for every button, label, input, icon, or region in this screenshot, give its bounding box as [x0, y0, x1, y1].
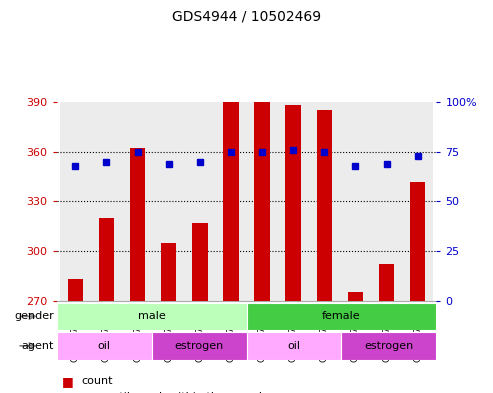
Bar: [152, 332, 246, 360]
Bar: [215, 102, 246, 301]
Text: count: count: [81, 376, 113, 386]
Bar: [348, 292, 363, 301]
Bar: [153, 102, 184, 301]
Text: estrogen: estrogen: [175, 341, 224, 351]
Bar: [402, 102, 433, 301]
Text: oil: oil: [287, 341, 300, 351]
Bar: [99, 218, 114, 301]
Bar: [317, 110, 332, 301]
Bar: [161, 243, 176, 301]
Bar: [57, 303, 246, 330]
Bar: [68, 279, 83, 301]
Bar: [246, 332, 341, 360]
Bar: [278, 102, 309, 301]
Bar: [130, 149, 145, 301]
Bar: [91, 102, 122, 301]
Text: GDS4944 / 10502469: GDS4944 / 10502469: [172, 10, 321, 24]
Text: percentile rank within the sample: percentile rank within the sample: [81, 392, 269, 393]
Text: gender: gender: [14, 311, 54, 321]
Text: ■: ■: [62, 375, 73, 388]
Text: ■: ■: [62, 390, 73, 393]
Bar: [246, 303, 436, 330]
Bar: [57, 332, 152, 360]
Bar: [192, 223, 208, 301]
Bar: [341, 332, 436, 360]
Bar: [60, 102, 91, 301]
Bar: [371, 102, 402, 301]
Text: oil: oil: [98, 341, 110, 351]
Bar: [340, 102, 371, 301]
Bar: [410, 182, 425, 301]
Text: male: male: [138, 311, 166, 321]
Bar: [122, 102, 153, 301]
Text: estrogen: estrogen: [364, 341, 414, 351]
Bar: [309, 102, 340, 301]
Bar: [223, 102, 239, 301]
Text: agent: agent: [22, 341, 54, 351]
Text: female: female: [322, 311, 361, 321]
Bar: [184, 102, 215, 301]
Bar: [285, 105, 301, 301]
Bar: [246, 102, 278, 301]
Bar: [379, 264, 394, 301]
Bar: [254, 102, 270, 301]
